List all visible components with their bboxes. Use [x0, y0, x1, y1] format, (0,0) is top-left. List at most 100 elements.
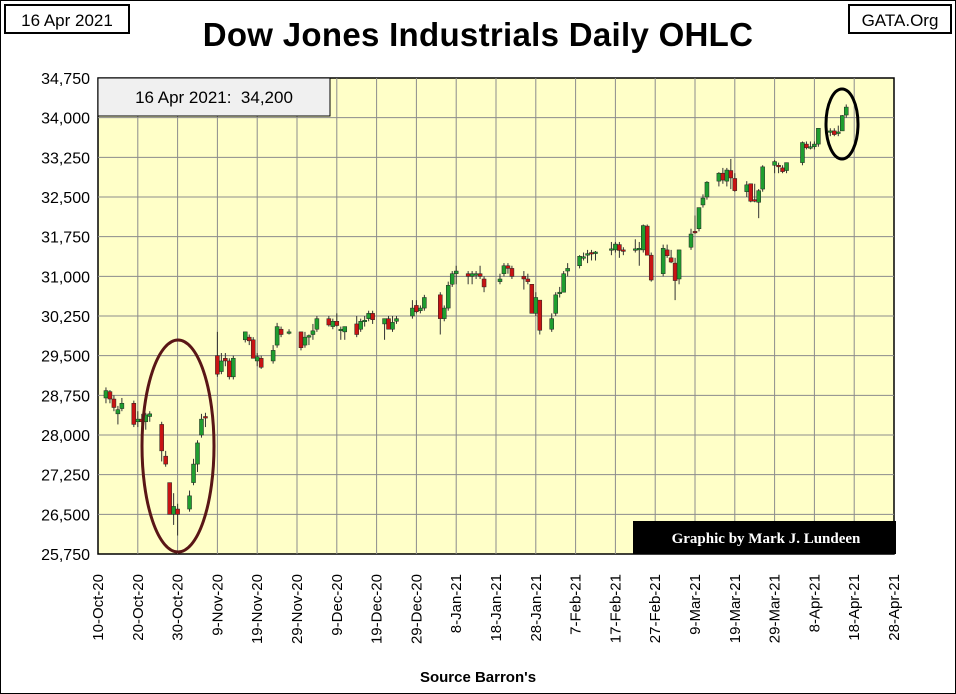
candle-body [732, 178, 738, 191]
candle-body [804, 143, 809, 149]
candle-body [621, 249, 626, 252]
candle-body [700, 197, 706, 206]
candle-body [250, 339, 256, 359]
x-tick-label: 7-Feb-21 [568, 574, 585, 635]
candle-body [223, 358, 228, 362]
credit-box [633, 521, 896, 554]
candle-body [617, 244, 622, 251]
x-tick-label: 17-Feb-21 [607, 574, 624, 643]
candle-body [270, 350, 276, 362]
candle-body [442, 307, 447, 319]
candle-body [274, 326, 280, 346]
y-tick-label: 32,500 [41, 190, 90, 207]
candle-body [501, 265, 507, 274]
candle-body [836, 131, 841, 134]
candle-body [298, 331, 304, 348]
candle-body [453, 270, 459, 274]
candle-body [772, 161, 777, 166]
candle-body [394, 318, 399, 322]
candle-body [752, 199, 757, 202]
y-tick-label: 30,250 [41, 309, 90, 326]
highlight-ellipse-october-low [140, 338, 216, 554]
candle-body [593, 251, 598, 254]
candle-body [553, 294, 558, 314]
candle-body [668, 257, 674, 263]
candle-body [840, 115, 845, 132]
candle-body [131, 403, 137, 425]
candle-body [748, 183, 753, 202]
candle-body [521, 276, 527, 280]
candle-body [525, 278, 531, 282]
x-tick-label: 28-Jan-21 [528, 574, 545, 642]
x-tick-label: 9-Mar-21 [687, 574, 704, 635]
source-label: Source Barron's [419, 669, 537, 686]
candle-body [195, 442, 200, 465]
candle-body [366, 313, 371, 319]
candle-body [203, 416, 208, 419]
candle-body [342, 326, 348, 333]
x-tick-label: 8-Jan-21 [448, 574, 465, 633]
candle-body [135, 418, 141, 423]
candle-body [107, 391, 113, 400]
candlestick-series [103, 104, 849, 536]
y-tick-label: 29,500 [41, 349, 90, 366]
candle-body [481, 278, 487, 288]
candle-body [390, 322, 395, 330]
candle-body [828, 130, 833, 133]
candle-body [473, 273, 479, 276]
candle-body [103, 390, 109, 399]
y-tick-label: 25,750 [41, 547, 90, 564]
y-tick-label: 26,500 [41, 507, 90, 524]
candle-body [382, 318, 387, 325]
candle-body [465, 273, 471, 277]
candle-body [549, 318, 554, 330]
x-tick-label: 19-Dec-20 [369, 574, 386, 644]
candle-body [231, 358, 236, 378]
candle-body [497, 278, 503, 282]
y-tick-label: 34,750 [41, 71, 90, 88]
candle-body [664, 249, 670, 256]
candle-body [326, 318, 332, 326]
x-tick-label: 29-Nov-20 [289, 574, 306, 644]
candle-body [581, 256, 586, 259]
candle-body [800, 142, 805, 163]
candle-body [843, 106, 849, 116]
candle-body [410, 307, 415, 317]
candle-body [243, 331, 248, 341]
highlight-ellipses [140, 87, 860, 554]
x-tick-label: 19-Nov-20 [249, 574, 266, 644]
candle-body [760, 166, 765, 190]
candle-body [334, 321, 340, 326]
x-tick-label: 29-Mar-21 [767, 574, 784, 643]
candle-body [258, 358, 264, 368]
candle-body [187, 495, 192, 510]
chart-title: Dow Jones Industrials Daily OHLC [202, 16, 754, 53]
candle-body [246, 336, 252, 342]
y-tick-label: 28,000 [41, 428, 90, 445]
candle-body [119, 403, 125, 409]
candle-body [688, 233, 694, 248]
x-axis-ticks: 10-Oct-20 20-Oct-20 30-Oct-20 9-Nov-20 19-No… [90, 574, 903, 644]
candle-body [728, 170, 734, 179]
candle-body [314, 318, 320, 330]
price-box-text: 16 Apr 2021: 34,200 [135, 88, 293, 107]
candle-body [354, 323, 359, 335]
candle-body [418, 307, 423, 311]
candle-body [338, 328, 344, 331]
candle-body [159, 424, 164, 452]
candle-body [191, 463, 196, 483]
candle-body [386, 318, 391, 330]
candle-body [422, 297, 427, 309]
candle-body [115, 409, 121, 415]
grid-lines [98, 78, 894, 554]
candle-body [469, 273, 475, 277]
credit-text: Graphic by Mark J. Lundeen [672, 531, 861, 547]
y-tick-label: 28,750 [41, 388, 90, 405]
candle-body [557, 291, 562, 294]
candle-body [362, 319, 367, 322]
candle-body [286, 331, 292, 334]
candle-body [613, 243, 618, 251]
y-tick-label: 33,250 [41, 150, 90, 167]
candle-body [660, 248, 666, 274]
price-box [97, 77, 331, 117]
